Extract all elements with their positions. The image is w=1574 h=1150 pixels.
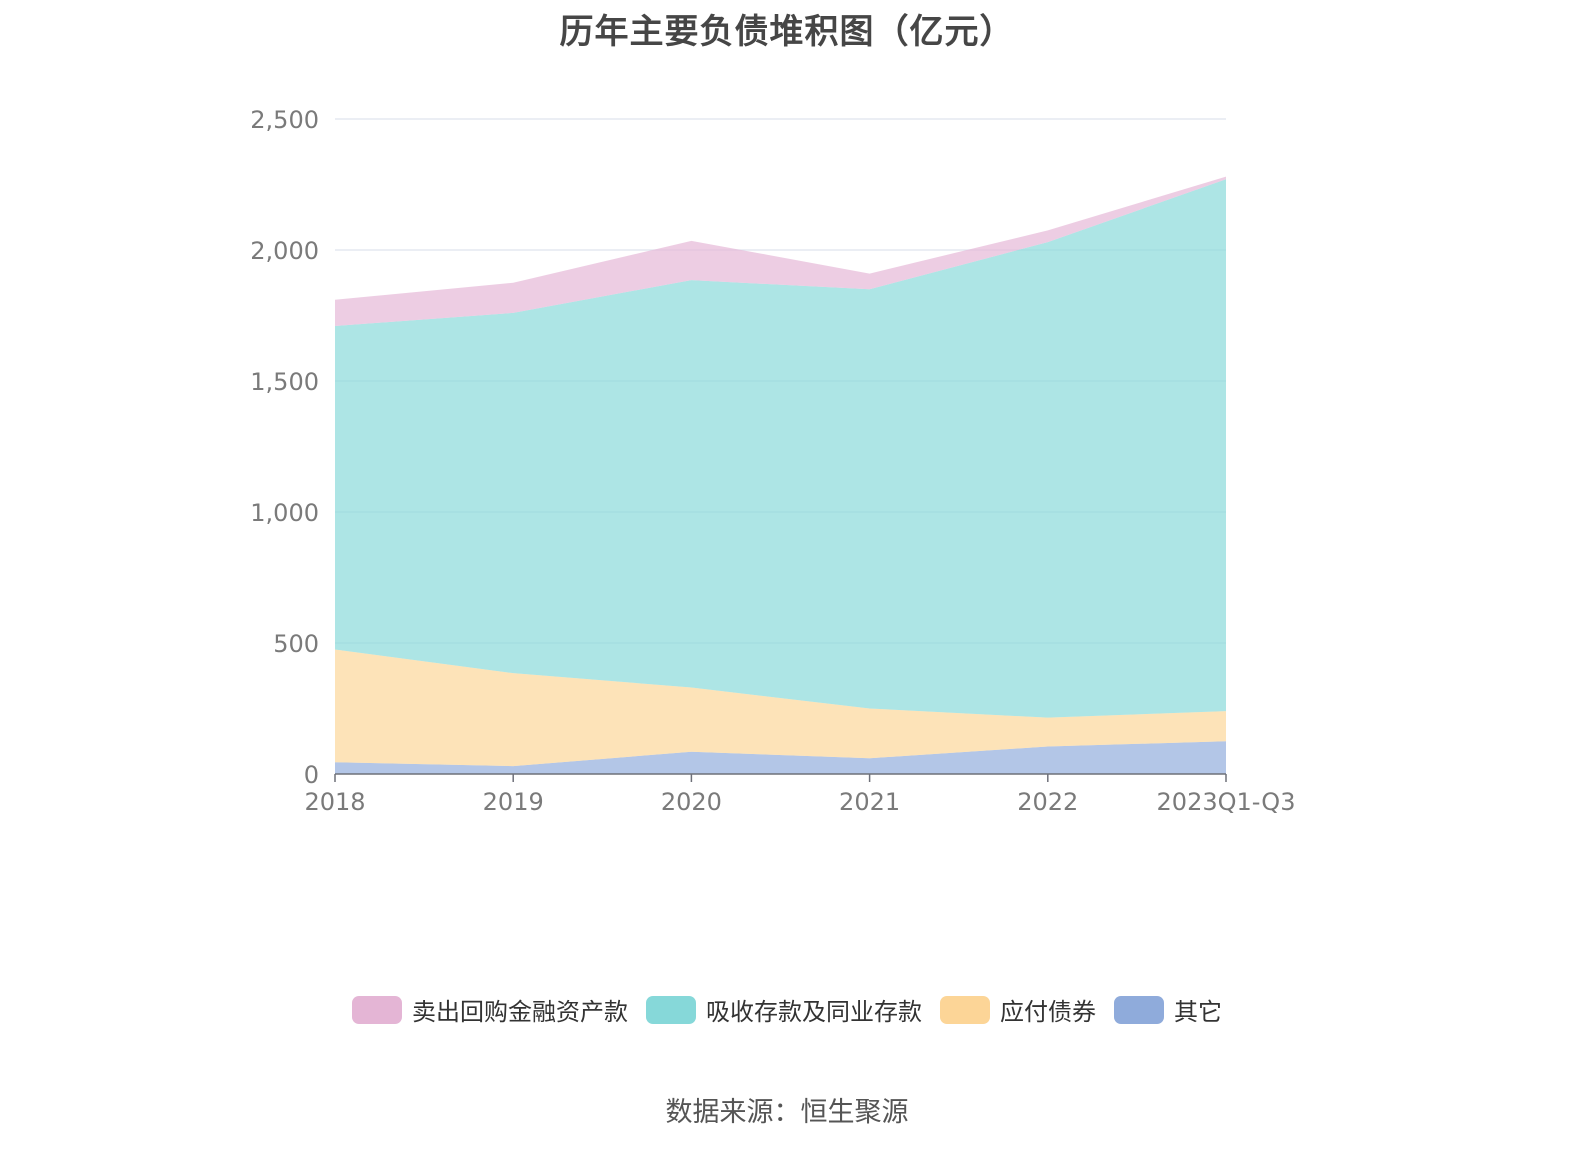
- legend-item[interactable]: 吸收存款及同业存款: [646, 992, 922, 1027]
- area-其它: [335, 741, 1226, 774]
- legend-swatch: [352, 995, 402, 1024]
- x-tick-label: 2018: [304, 788, 365, 816]
- y-tick-label: 2,500: [250, 106, 319, 134]
- legend-label: 应付债券: [1000, 998, 1096, 1026]
- y-tick-label: 1,000: [250, 499, 319, 527]
- legend-label: 吸收存款及同业存款: [706, 998, 922, 1026]
- data-source: 数据来源：恒生聚源: [665, 1097, 909, 1128]
- x-tick-label: 2022: [1017, 788, 1078, 816]
- legend-swatch: [1114, 995, 1164, 1024]
- legend-label: 卖出回购金融资产款: [412, 998, 628, 1026]
- legend-swatch: [646, 995, 696, 1024]
- x-tick-label: 2019: [483, 788, 544, 816]
- chart-title: 历年主要负债堆积图（亿元）: [559, 12, 1015, 52]
- area-吸收存款及同业存款: [335, 179, 1226, 718]
- stacked-area-chart: 0 500 1,000 1,500 2,000 2,500 2018 2019 2020 2021…: [250, 106, 1295, 816]
- x-tick-label: 2023Q1-Q3: [1157, 788, 1296, 816]
- legend-label: 其它: [1174, 998, 1222, 1026]
- y-tick-label: 500: [273, 630, 319, 658]
- y-tick-label: 0: [304, 761, 319, 789]
- legend-swatch: [940, 995, 990, 1024]
- area-series: [335, 176, 1226, 774]
- legend-item[interactable]: 卖出回购金融资产款: [352, 992, 628, 1027]
- y-tick-label: 2,000: [250, 237, 319, 265]
- axes: 0 500 1,000 1,500 2,000 2,500 2018 2019 2020 2021…: [250, 106, 1295, 816]
- area-卖出回购金融资产款: [335, 176, 1226, 326]
- area-应付债券: [335, 649, 1226, 767]
- y-tick-label: 1,500: [250, 368, 319, 396]
- x-tick-label: 2021: [839, 788, 900, 816]
- x-tick-label: 2020: [661, 788, 722, 816]
- legend-item[interactable]: 其它: [1114, 992, 1222, 1027]
- legend-item[interactable]: 应付债券: [940, 992, 1096, 1027]
- legend: 卖出回购金融资产款 吸收存款及同业存款 应付债券 其它: [0, 992, 1574, 1027]
